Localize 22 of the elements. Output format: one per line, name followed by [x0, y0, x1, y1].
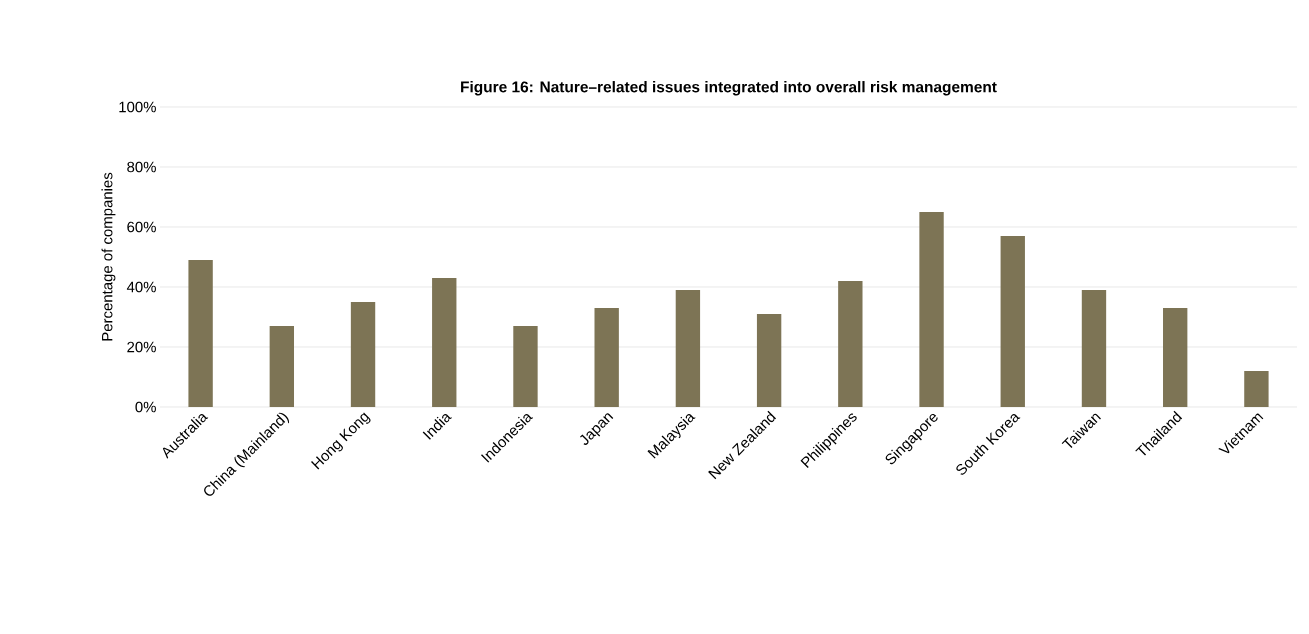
bar: [594, 308, 619, 407]
chart-title: Figure 16: Nature–related issues integrated into overall risk management: [461, 81, 997, 96]
bar: [432, 278, 457, 407]
bar: [838, 281, 863, 407]
bar: [756, 314, 782, 407]
y-tick-label: 0%: [135, 401, 156, 413]
bar: [513, 326, 538, 407]
y-tick-label: 80%: [127, 161, 156, 173]
y-tick-label: 20%: [127, 341, 156, 353]
y-tick-label: 60%: [127, 221, 156, 233]
y-tick-label: 100%: [119, 101, 156, 113]
y-tick-label: 40%: [126, 281, 156, 293]
bar: [269, 326, 294, 407]
bar: [1244, 371, 1269, 407]
bar: [1081, 290, 1107, 407]
bar: [1000, 236, 1025, 407]
bar: [188, 260, 213, 407]
bar: [350, 302, 376, 407]
bar: [675, 290, 701, 407]
y-axis-title: Percentage of companies: [101, 172, 116, 341]
bar: [1163, 308, 1188, 407]
bar: [919, 212, 944, 407]
